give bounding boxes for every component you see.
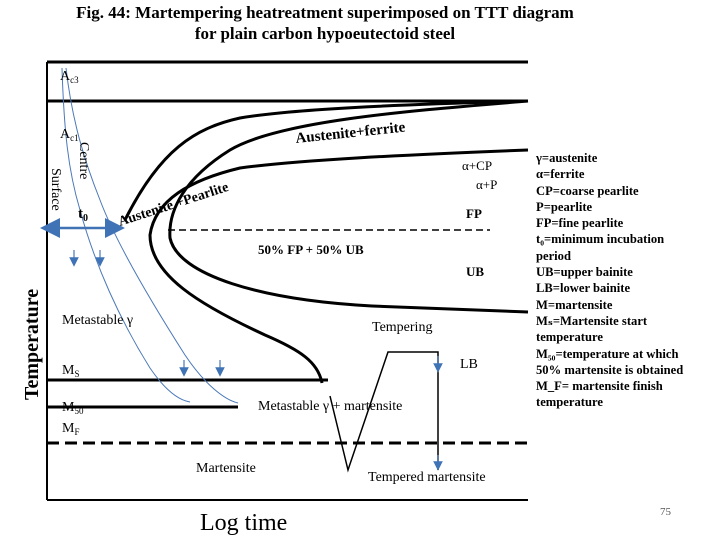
legend: γ=austenite α=ferrite CP=coarse pearlite P=… <box>536 150 720 411</box>
ac3-label: Ac3 <box>60 69 79 85</box>
legend-line: M=martensite <box>536 297 613 312</box>
legend-line: Mₛ=Martensite start <box>536 313 648 328</box>
legend-line: t₀=minimum incubation <box>536 232 665 247</box>
m50-label: M50 <box>62 400 84 416</box>
legend-line: P=pearlite <box>536 199 593 214</box>
legend-line: 50% martensite is obtained <box>536 362 684 377</box>
surface-label: Surface <box>48 168 63 211</box>
centre-label: Centre <box>76 142 91 179</box>
legend-line: γ=austenite <box>536 151 598 165</box>
tempered-martensite-label: Tempered martensite <box>368 470 486 485</box>
surface-cooling-curve <box>61 67 191 403</box>
figure-title: Fig. 44: Martempering heatreatment super… <box>0 2 650 44</box>
alpha-cp-label: α+CP <box>462 158 492 173</box>
legend-line: LB=lower bainite <box>536 281 631 296</box>
legend-line: temperature <box>536 330 603 345</box>
metastable-gamma-label: Metastable γ <box>62 313 133 328</box>
transformation-finish-curve <box>168 99 529 314</box>
legend-line: M_F= martensite finish <box>536 379 663 394</box>
legend-line: M₅₀=temperature at which <box>536 346 679 361</box>
x-axis-label: Log time <box>200 510 287 536</box>
martensite-label: Martensite <box>196 461 256 476</box>
mf-label: MF <box>62 421 79 437</box>
metastable-gamma-martensite-label: Metastable γ + martensite <box>258 399 402 414</box>
y-axis-label: Temperature <box>21 289 43 400</box>
page-number: 75 <box>660 506 671 518</box>
tempering-label: Tempering <box>372 320 432 335</box>
title-line-1: Fig. 44: Martempering heatreatment super… <box>76 3 574 22</box>
alpha-p-label: α+P <box>476 177 497 192</box>
fifty-fp-ub-label: 50% FP + 50% UB <box>258 242 364 257</box>
legend-line: UB=upper bainite <box>536 265 633 280</box>
ms-label: MS <box>62 363 79 379</box>
title-line-2: for plain carbon hypoeutectoid steel <box>194 24 456 43</box>
legend-line: period <box>536 248 571 263</box>
quench-temper-path <box>329 351 439 473</box>
ferrite-start-curve <box>123 99 529 221</box>
ac1-label: Ac1 <box>60 127 79 143</box>
transformation-start-curve <box>148 148 529 384</box>
legend-line: temperature <box>536 395 603 410</box>
t0-label: t0 <box>78 206 88 224</box>
ub-label: UB <box>466 264 484 279</box>
legend-line: FP=fine pearlite <box>536 216 624 231</box>
lb-label: LB <box>460 357 478 372</box>
centre-cooling-curve <box>65 67 239 404</box>
legend-line: CP=coarse pearlite <box>536 183 639 198</box>
legend-line: α=ferrite <box>536 167 585 182</box>
fp-label: FP <box>466 206 482 221</box>
